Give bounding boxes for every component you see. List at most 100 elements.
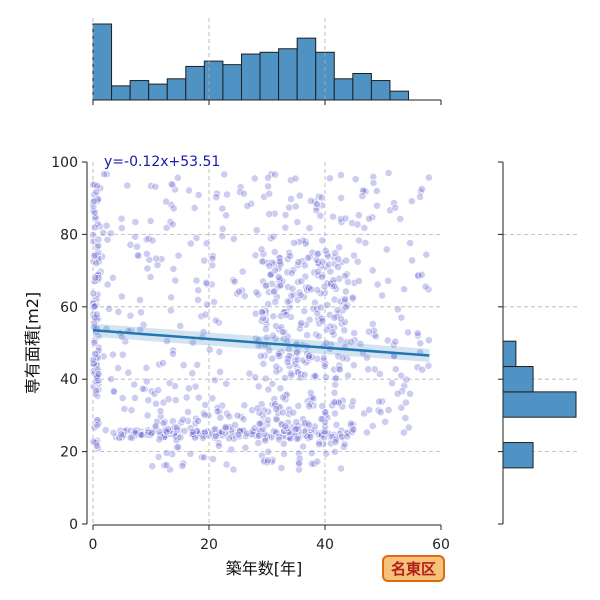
scatter-point [94, 195, 103, 203]
scatter-point [368, 319, 377, 328]
scatter-point [413, 363, 422, 372]
scatter-point [218, 232, 227, 241]
scatter-point [297, 318, 306, 327]
scatter-point [144, 234, 153, 243]
scatter-point [397, 371, 405, 380]
scatter-point [378, 397, 387, 406]
scatter-point [317, 414, 326, 423]
scatter-point [269, 427, 278, 436]
scatter-point [90, 197, 99, 206]
scatter-point [169, 264, 178, 273]
x-histogram-bar [370, 80, 391, 101]
scatter-point [114, 307, 123, 316]
scatter-point [146, 216, 155, 225]
scatter-point [274, 349, 283, 358]
scatter-point [190, 203, 199, 212]
scatter-point [348, 293, 357, 302]
scatter-point [131, 393, 139, 402]
scatter-point [131, 232, 139, 241]
scatter-point [278, 328, 287, 336]
scatter-point [375, 370, 384, 378]
scatter-point [272, 428, 281, 437]
scatter-point [107, 229, 115, 238]
scatter-point [286, 313, 295, 321]
scatter-point [276, 384, 285, 393]
scatter-point [90, 338, 99, 347]
scatter-point [118, 394, 127, 402]
scatter-point [299, 442, 307, 451]
scatter-point [268, 331, 277, 340]
scatter-point [372, 186, 381, 195]
scatter-point [344, 371, 352, 380]
scatter-point [331, 438, 340, 446]
scatter-point [279, 439, 288, 448]
y-axis-ticks: 0 20 40 60 80 100 [51, 155, 87, 533]
scatter-point [341, 287, 350, 296]
scatter-point [185, 186, 193, 195]
scatter-point [188, 369, 197, 378]
scatter-point [306, 196, 315, 205]
x-histogram-bar [259, 51, 280, 101]
scatter-point [295, 454, 304, 463]
scatter-point [312, 200, 321, 209]
scatter-point [214, 441, 223, 450]
scatter-point [299, 236, 307, 245]
scatter-point [92, 188, 101, 196]
scatter-point [96, 222, 104, 231]
scatter-point [399, 428, 408, 437]
scatter-point [261, 374, 270, 383]
scatter-point [162, 223, 171, 232]
axis-spines [86, 162, 441, 526]
scatter-point [238, 267, 247, 276]
scatter-point [94, 254, 103, 263]
scatter-point [90, 423, 99, 432]
scatter-point [276, 253, 285, 262]
scatter-point [336, 335, 345, 344]
scatter-point [192, 276, 201, 285]
scatter-point [381, 417, 390, 426]
scatter-point [284, 429, 292, 437]
scatter-point [341, 303, 350, 312]
x-histogram-bar [166, 78, 187, 101]
scatter-point [295, 191, 304, 200]
scatter-point [257, 400, 266, 408]
scatter-point [240, 401, 249, 410]
scatter-point [289, 238, 298, 247]
scatter-point [208, 254, 217, 263]
scatter-point [322, 449, 331, 458]
x-axis-ticks: 0 20 40 60 [89, 525, 450, 553]
scatter-point [305, 352, 313, 360]
y-tick-label: 60 [60, 300, 78, 316]
scatter-point [268, 354, 277, 363]
scatter-point [287, 371, 296, 379]
scatter-point [264, 385, 273, 394]
scatter-point [225, 412, 234, 421]
scatter-point [109, 273, 117, 282]
scatter-point [276, 281, 285, 290]
scatter-point [305, 421, 313, 429]
scatter-point [168, 220, 177, 229]
scatter-point [208, 394, 217, 403]
scatter-point [184, 384, 193, 393]
scatter-point [318, 257, 327, 266]
scatter-point [340, 440, 349, 449]
scatter-point [164, 425, 172, 433]
scatter-point [262, 325, 270, 333]
scatter-point [350, 251, 358, 260]
scatter-point [102, 170, 111, 179]
scatter-point [344, 278, 352, 286]
scatter-point [221, 423, 230, 431]
scatter-point [313, 267, 322, 276]
scatter-point [259, 250, 268, 258]
x-histogram-bar [111, 85, 131, 101]
scatter-point [418, 365, 427, 374]
scatter-point [120, 404, 129, 413]
scatter-point [93, 372, 102, 381]
scatter-point [130, 380, 139, 389]
scatter-point [275, 352, 284, 360]
scatter-point [373, 280, 382, 289]
scatter-point [361, 187, 370, 196]
scatter-point [92, 386, 100, 395]
scatter-point [293, 434, 301, 443]
scatter-point [211, 424, 219, 433]
